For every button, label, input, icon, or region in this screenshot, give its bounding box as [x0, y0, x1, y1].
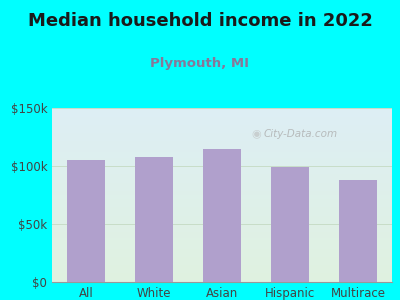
Text: ◉: ◉	[251, 129, 261, 139]
Bar	[339, 180, 377, 282]
Text: Median household income in 2022: Median household income in 2022	[28, 12, 372, 30]
Bar	[135, 157, 173, 282]
Bar	[203, 148, 241, 282]
Bar	[271, 167, 309, 282]
Text: City-Data.com: City-Data.com	[263, 129, 337, 139]
Text: Plymouth, MI: Plymouth, MI	[150, 57, 250, 70]
Bar	[67, 160, 105, 282]
